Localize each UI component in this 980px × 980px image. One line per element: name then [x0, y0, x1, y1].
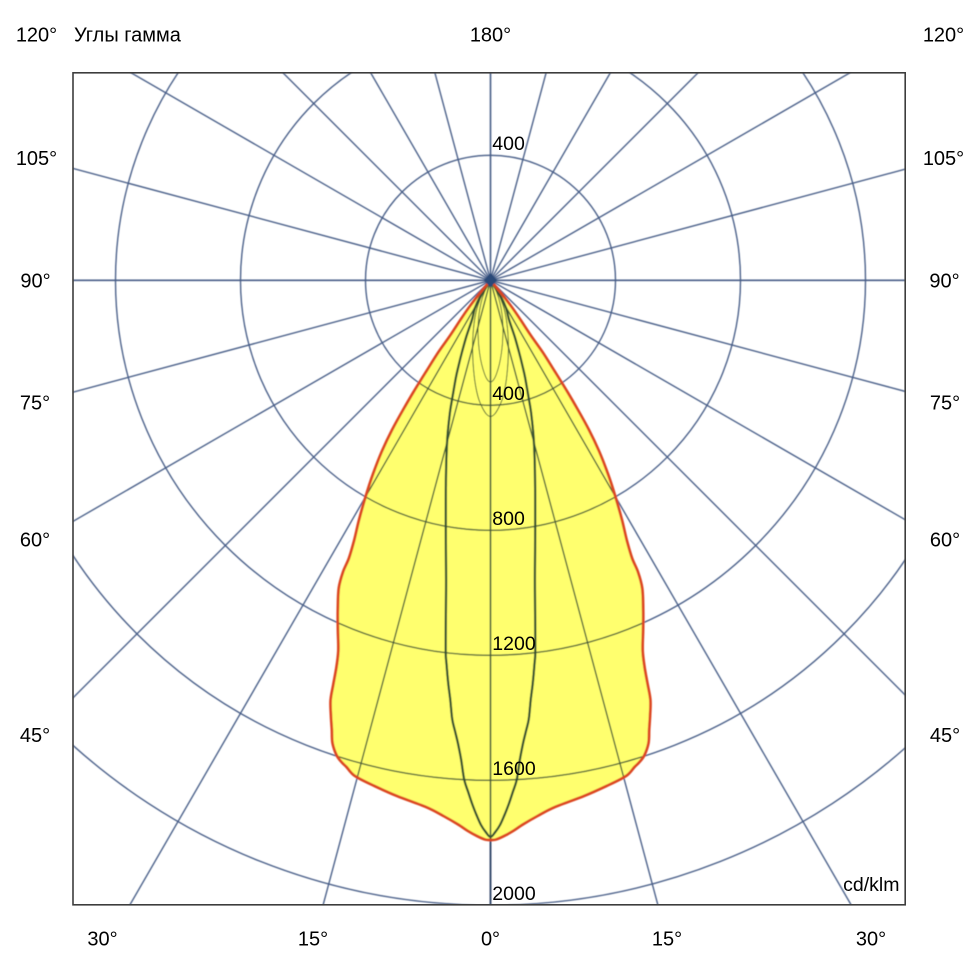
- svg-text:90°: 90°: [929, 271, 959, 293]
- svg-text:cd/klm: cd/klm: [843, 874, 899, 896]
- svg-text:400: 400: [492, 133, 525, 155]
- svg-text:105°: 105°: [16, 148, 57, 170]
- svg-text:45°: 45°: [930, 725, 960, 747]
- svg-text:60°: 60°: [20, 530, 50, 552]
- svg-text:0°: 0°: [481, 929, 500, 951]
- svg-text:120°: 120°: [923, 25, 964, 47]
- svg-text:60°: 60°: [930, 530, 960, 552]
- svg-text:90°: 90°: [20, 271, 50, 293]
- svg-text:2000: 2000: [492, 883, 536, 905]
- svg-text:15°: 15°: [652, 929, 682, 951]
- svg-text:800: 800: [492, 508, 525, 530]
- svg-text:105°: 105°: [923, 148, 964, 170]
- svg-text:400: 400: [492, 383, 525, 405]
- svg-text:1200: 1200: [492, 633, 536, 655]
- svg-text:30°: 30°: [87, 929, 117, 951]
- svg-text:30°: 30°: [856, 929, 886, 951]
- svg-text:75°: 75°: [20, 393, 50, 415]
- svg-text:1600: 1600: [492, 758, 536, 780]
- svg-text:120°: 120°: [16, 25, 57, 47]
- svg-text:180°: 180°: [470, 25, 511, 47]
- svg-text:45°: 45°: [20, 725, 50, 747]
- svg-text:75°: 75°: [930, 393, 960, 415]
- svg-text:Углы гамма: Углы гамма: [74, 25, 182, 47]
- svg-text:15°: 15°: [298, 929, 328, 951]
